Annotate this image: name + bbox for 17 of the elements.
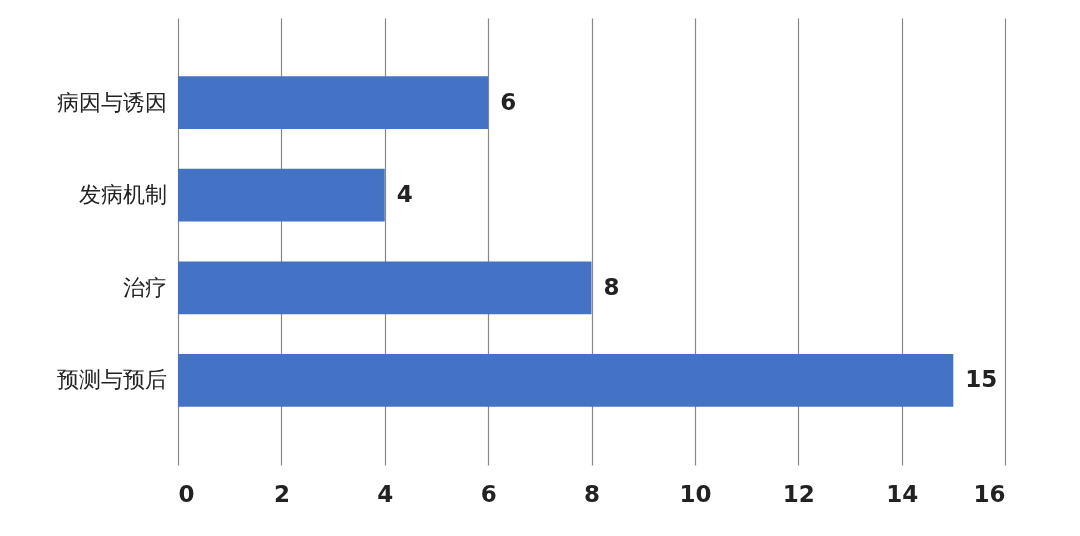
data-label: 15 [965, 366, 998, 393]
data-label: 6 [500, 88, 517, 115]
x-tick-label: 12 [782, 480, 815, 507]
y-tick-label: 发病机制 [78, 182, 167, 208]
x-tick-label: 8 [583, 480, 601, 507]
y-tick-label: 治疗 [122, 274, 167, 300]
x-tick-label: 10 [679, 480, 712, 507]
y-tick-label: 病因与诱因 [56, 89, 167, 115]
x-tick-label: 16 [973, 480, 1006, 507]
x-tick-label: 4 [377, 480, 394, 507]
y-tick-label: 预测与预后 [56, 367, 167, 393]
x-tick-label: 6 [480, 480, 497, 507]
x-tick-label: 14 [886, 480, 919, 507]
data-label: 8 [603, 273, 620, 300]
data-label: 4 [396, 181, 413, 208]
x-tick-label: 2 [273, 480, 290, 507]
x-tick-label: 0 [178, 480, 195, 507]
